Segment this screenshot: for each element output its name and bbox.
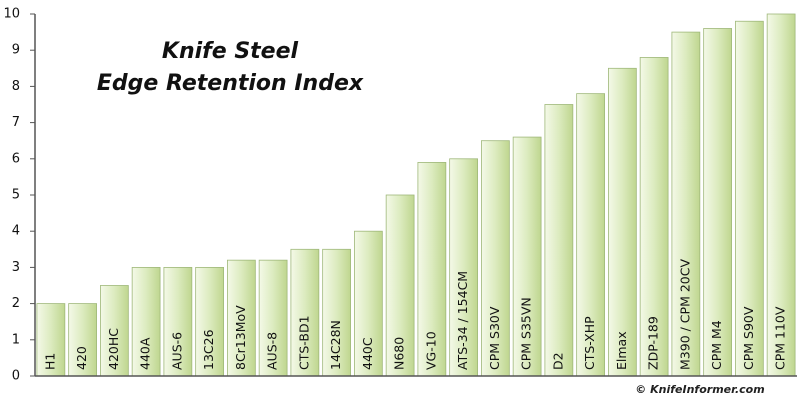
- bar: [258, 259, 288, 377]
- y-tick-label: 10: [3, 7, 20, 22]
- bar: [671, 31, 701, 377]
- bar: [735, 20, 764, 377]
- bar: [195, 266, 224, 377]
- x-tick-label: ZDP-189: [646, 316, 661, 370]
- y-tick-label: 3: [12, 260, 20, 275]
- bar: [512, 136, 542, 377]
- bar: [385, 194, 415, 377]
- y-tick-label: 8: [12, 79, 20, 94]
- chart-title: Knife Steel: [162, 39, 299, 64]
- x-tick-label: CTS-XHP: [582, 316, 597, 370]
- bar: [703, 28, 732, 377]
- bar: [131, 266, 161, 377]
- bar: [36, 303, 66, 377]
- y-tick-label: 2: [12, 296, 20, 311]
- bar: [322, 248, 351, 377]
- x-tick-label: CPM 110V: [773, 306, 788, 370]
- x-tick-label: AUS-6: [169, 332, 184, 370]
- x-tick-label: CTS-BD1: [296, 315, 311, 370]
- y-tick-label: 5: [12, 188, 20, 203]
- bar: [354, 230, 383, 377]
- x-tick-label: 13C26: [201, 329, 216, 370]
- x-tick-label: 8Cr13MoV: [233, 305, 248, 370]
- x-tick-label: VG-10: [423, 331, 438, 370]
- x-tick-label: D2: [550, 352, 565, 370]
- x-tick-label: H1: [42, 353, 57, 370]
- x-tick-label: CPM S30V: [487, 306, 502, 370]
- x-tick-label: M390 / CPM 20CV: [677, 259, 692, 370]
- bar: [100, 285, 129, 377]
- bar: [544, 104, 574, 377]
- bar: [608, 67, 637, 377]
- y-tick-label: 1: [12, 332, 20, 347]
- x-tick-label: 14C28N: [328, 320, 343, 370]
- watermark: © KnifeInformer.com: [635, 383, 764, 396]
- x-tick-label: 420HC: [106, 328, 121, 370]
- chart-title: Edge Retention Index: [97, 71, 364, 96]
- x-tick-label: Elmax: [614, 331, 629, 370]
- x-tick-label: 420: [74, 346, 89, 370]
- x-tick-label: ATS-34 / 154CM: [455, 271, 470, 370]
- y-tick-label: 4: [12, 224, 20, 239]
- bar: [576, 93, 605, 377]
- y-tick-label: 9: [12, 43, 20, 58]
- x-tick-label: CPM M4: [709, 320, 724, 370]
- x-tick-label: AUS-8: [265, 332, 280, 370]
- bar: [449, 158, 478, 377]
- x-tick-label: 440C: [360, 337, 375, 370]
- bar: [639, 57, 669, 377]
- x-tick-label: CPM S90V: [741, 306, 756, 370]
- x-tick-label: N680: [392, 337, 407, 370]
- y-tick-label: 0: [12, 369, 20, 384]
- x-tick-label: 440A: [138, 337, 153, 370]
- y-tick-label: 6: [12, 151, 20, 166]
- bar: [766, 13, 796, 377]
- bar: [68, 303, 97, 377]
- y-tick-label: 7: [12, 115, 20, 130]
- x-tick-label: CPM S35VN: [519, 297, 534, 370]
